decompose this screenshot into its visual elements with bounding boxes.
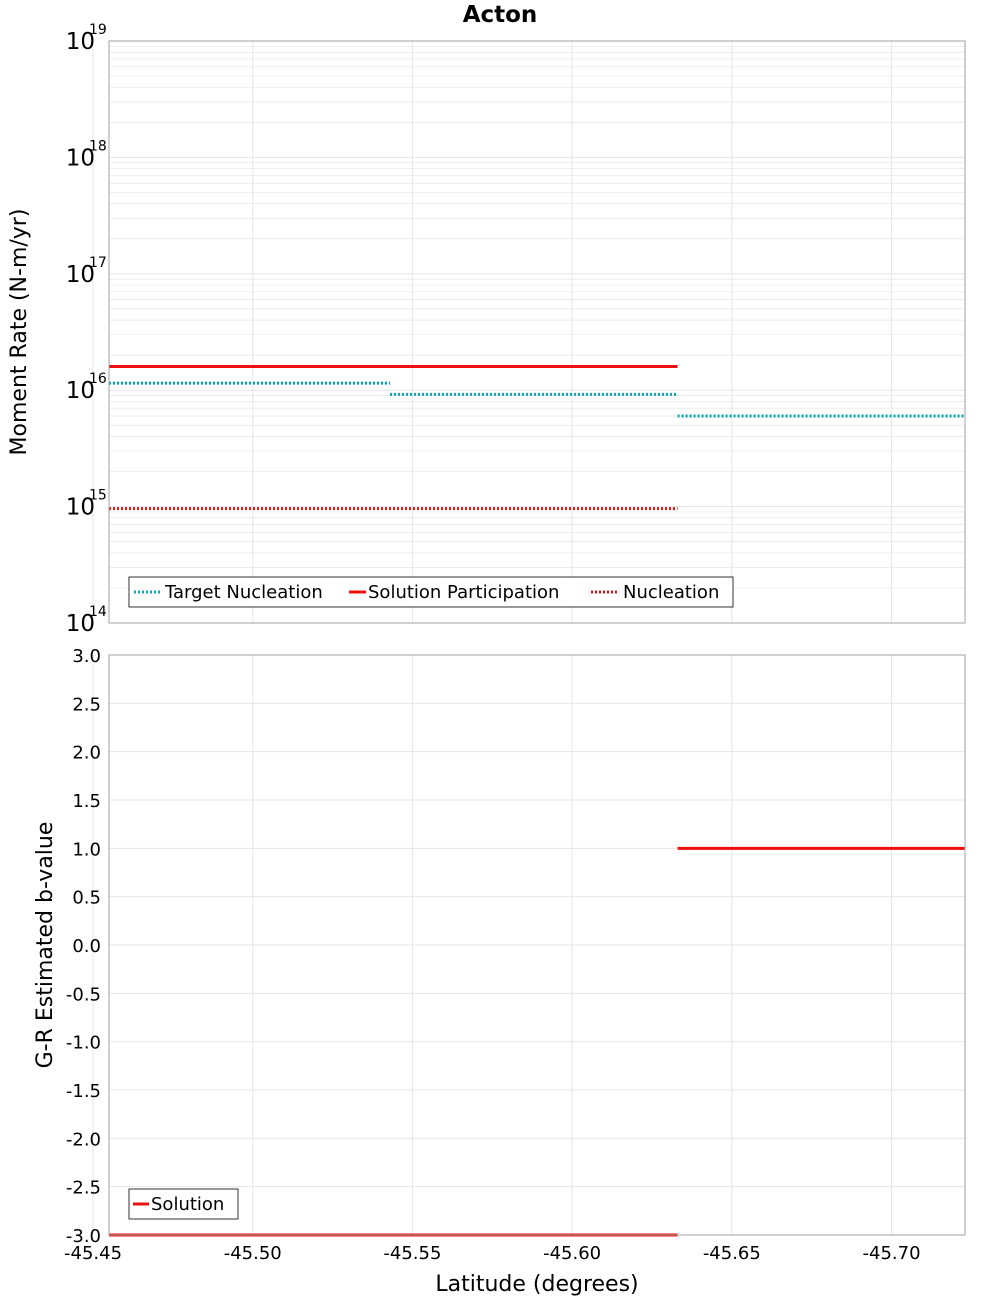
x-tick-label: -45.60: [543, 1243, 601, 1264]
bottom-y-tick-label: -2.5: [66, 1178, 101, 1199]
top-plot-grid: [92, 41, 965, 624]
x-axis-label: Latitude (degrees): [435, 1272, 638, 1297]
bottom-y-tick-labels: 3.0 2.5 2.0 1.5 1.0 0.5 0.0 -0.5 -1.0 -1.5 -2.0 -2.…: [66, 646, 101, 1247]
bottom-y-tick-label: 3.0: [72, 646, 101, 667]
bottom-y-tick-label: 2.5: [72, 694, 101, 715]
top-y-tick-base: 10: [66, 262, 95, 288]
x-tick-label: -45.65: [703, 1243, 761, 1264]
top-y-tick-exponent: 15: [89, 488, 107, 504]
top-y-tick-base: 10: [66, 611, 95, 637]
bottom-y-tick-label: 0.5: [72, 888, 101, 909]
bottom-y-tick-label: -3.0: [66, 1226, 101, 1247]
top-y-tick-exponent: 16: [89, 371, 107, 387]
bottom-legend: Solution: [128, 1188, 239, 1220]
legend-label-target-nucleation: Target Nucleation: [164, 582, 323, 603]
top-y-axis-label: Moment Rate (N-m/yr): [7, 209, 32, 456]
bottom-y-tick-label: 0.0: [72, 936, 101, 957]
x-tick-label: -45.45: [64, 1243, 122, 1264]
bottom-y-tick-label: -2.0: [66, 1129, 101, 1150]
x-tick-label: -45.70: [863, 1243, 921, 1264]
chart-title: Acton: [463, 2, 538, 28]
top-y-tick-exponent: 17: [89, 255, 107, 271]
bottom-y-tick-label: -1.0: [66, 1033, 101, 1054]
x-tick-label: -45.55: [383, 1243, 441, 1264]
bottom-y-tick-label: 1.0: [72, 839, 101, 860]
bottom-y-tick-label: 1.5: [72, 791, 101, 812]
top-legend: Target Nucleation Solution Participation…: [128, 576, 734, 608]
top-y-tick-exponent: 19: [89, 22, 107, 38]
x-tick-labels: -45.45 -45.50 -45.55 -45.60 -45.65 -45.70: [64, 1243, 921, 1264]
x-tick-label: -45.50: [224, 1243, 282, 1264]
top-y-tick-exponent: 18: [89, 138, 107, 154]
top-y-tick-base: 10: [66, 29, 95, 55]
bottom-y-tick-label: -1.5: [66, 1081, 101, 1102]
bottom-plot-grid: [92, 654, 965, 1236]
top-plot-frame: [108, 40, 966, 624]
top-y-tick-base: 10: [66, 145, 95, 171]
top-plot-series: [109, 364, 965, 511]
top-y-tick-base: 10: [66, 378, 95, 404]
top-y-tick-base: 10: [66, 495, 95, 521]
top-legend-box: [128, 576, 734, 608]
legend-label-nucleation: Nucleation: [623, 582, 719, 603]
bottom-y-tick-label: 2.0: [72, 743, 101, 764]
legend-label-solution-participation: Solution Participation: [368, 582, 559, 603]
legend-label-solution: Solution: [151, 1194, 224, 1215]
bottom-y-tick-label: -0.5: [66, 984, 101, 1005]
bottom-plot-frame: [108, 654, 966, 1236]
top-y-tick-exponent: 14: [89, 604, 107, 620]
bottom-y-axis-label: G-R Estimated b-value: [33, 822, 58, 1069]
